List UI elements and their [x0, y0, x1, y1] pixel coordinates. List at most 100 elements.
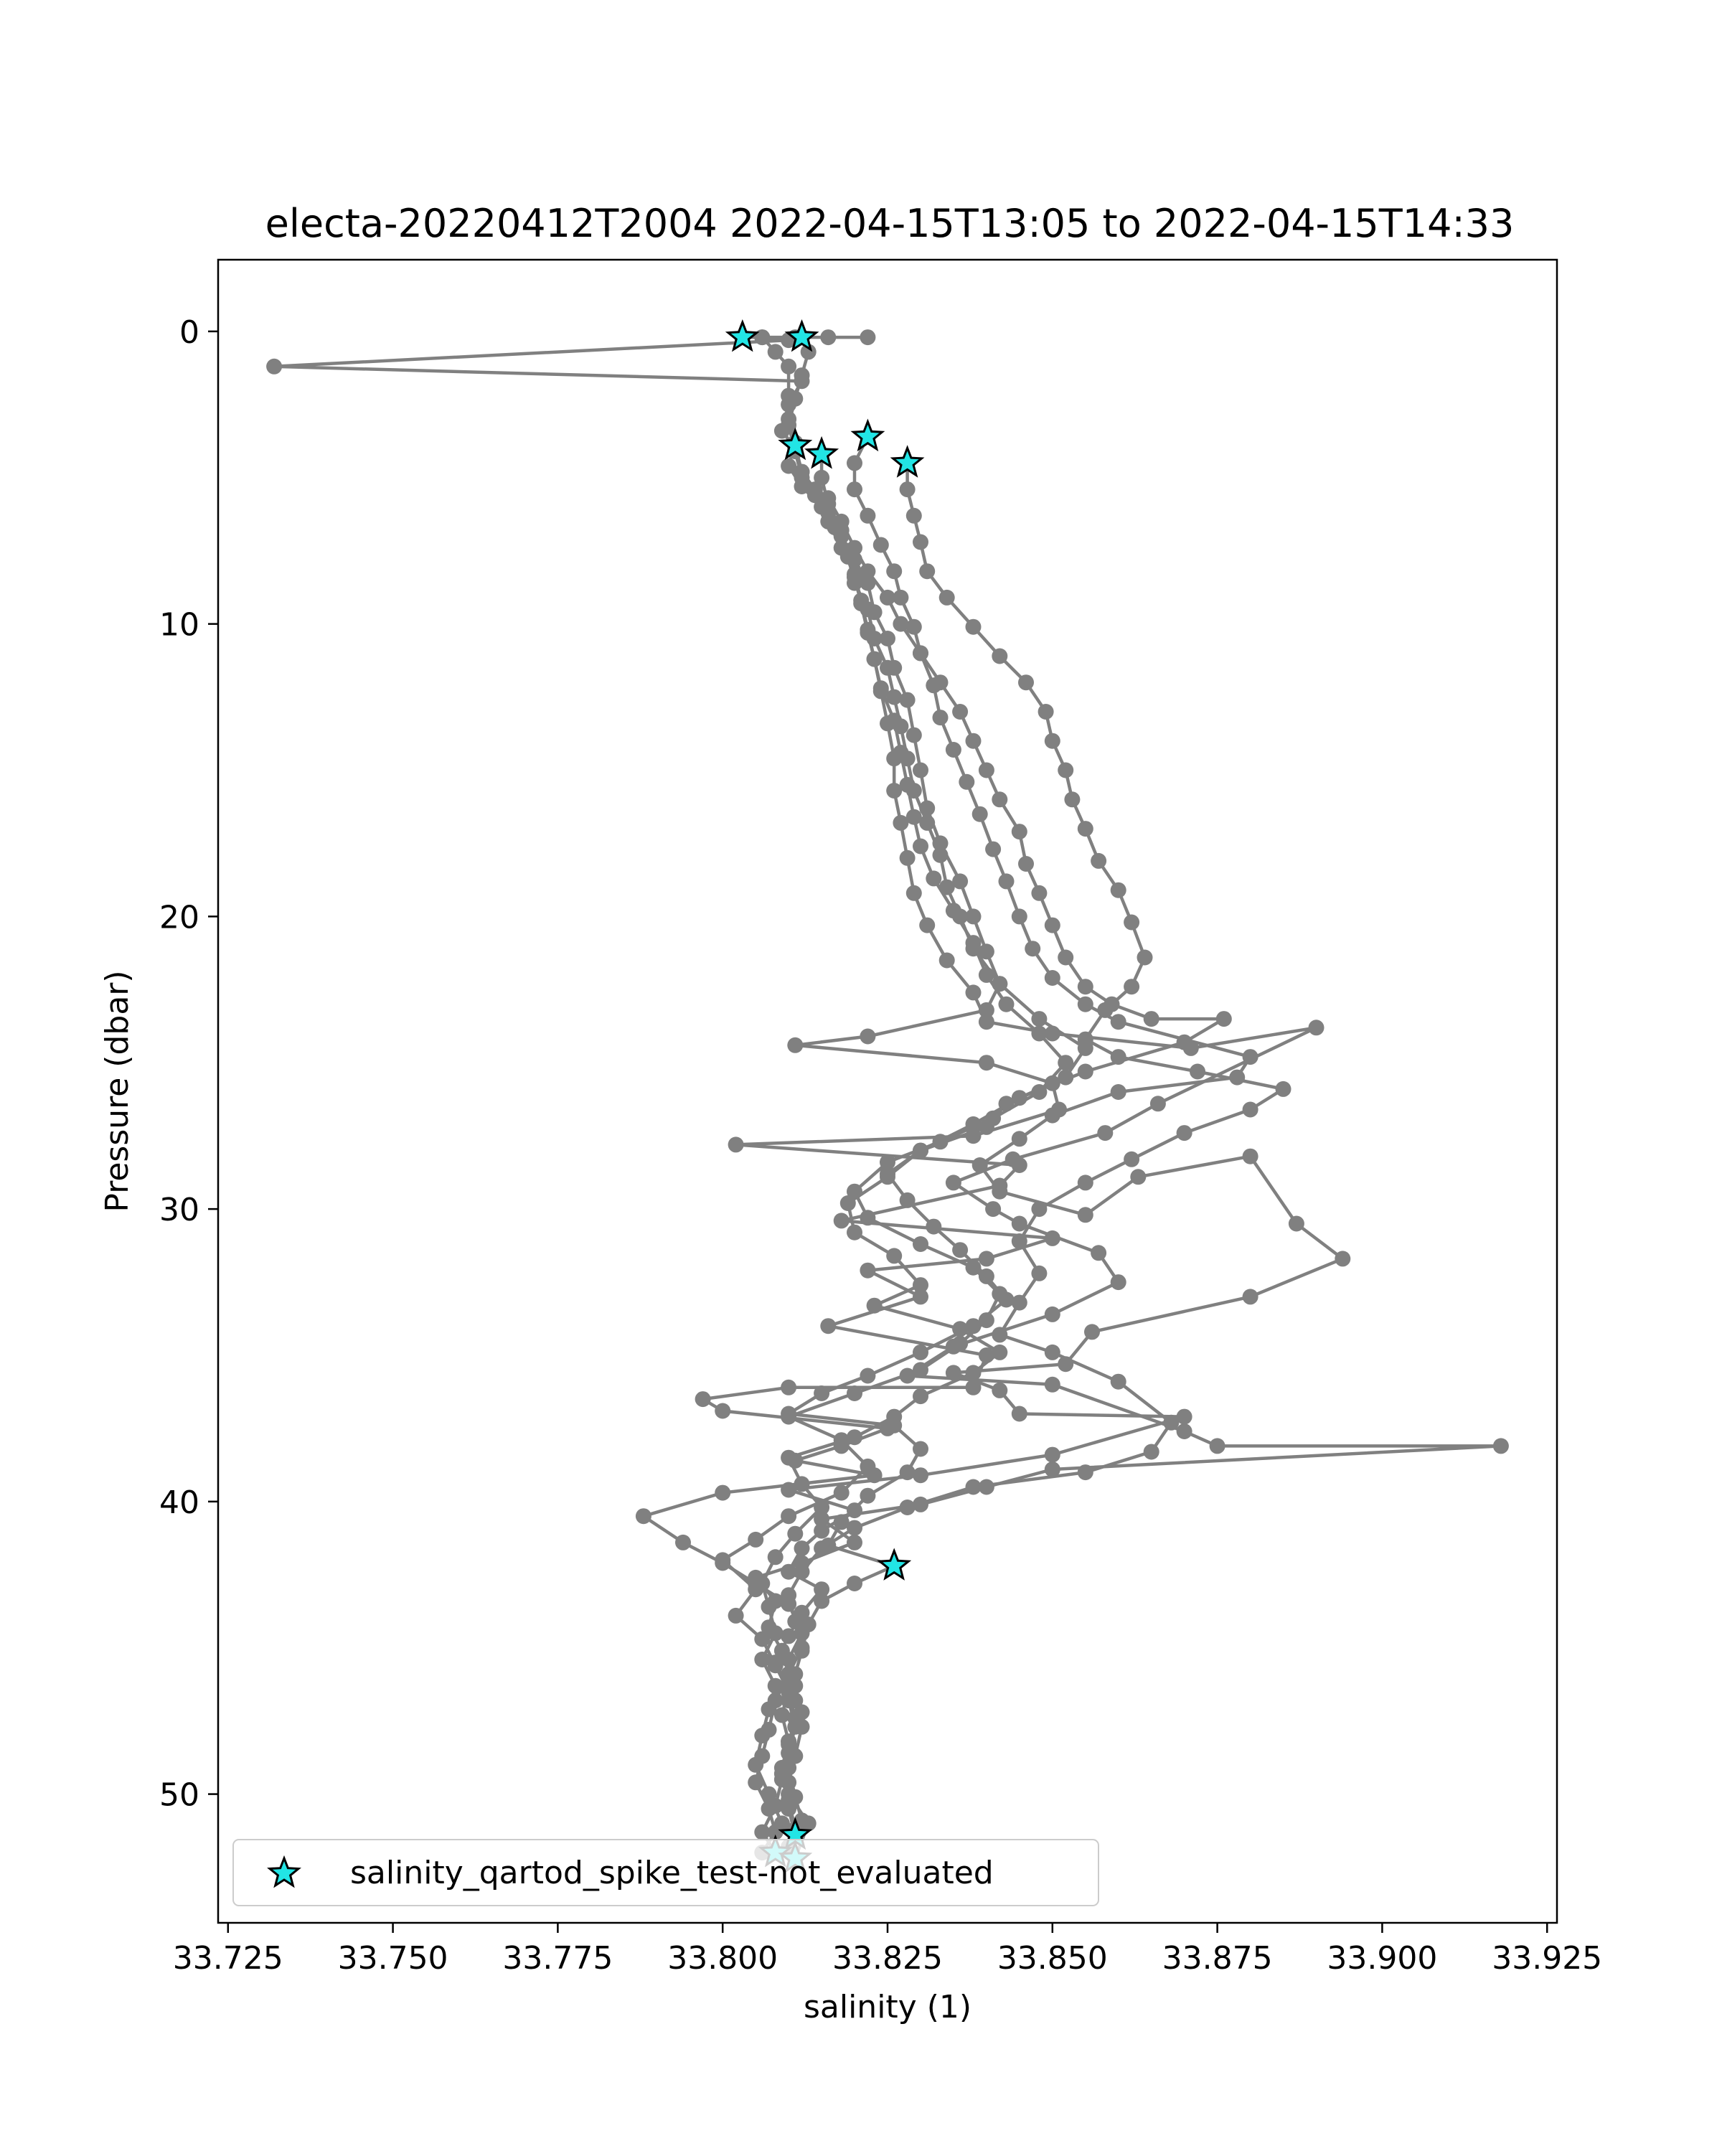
data-point [1242, 1101, 1258, 1118]
data-point [860, 1262, 876, 1279]
data-point [985, 1110, 1002, 1126]
data-point [1044, 1446, 1060, 1463]
data-point [761, 1599, 777, 1615]
data-point [814, 469, 830, 486]
data-point [1044, 1107, 1060, 1124]
data-point [880, 631, 895, 646]
data-point [761, 1786, 777, 1802]
data-point [905, 507, 922, 524]
data-point [992, 1382, 1008, 1398]
data-point [1190, 1063, 1205, 1080]
data-point [1084, 1324, 1100, 1340]
data-point [635, 1508, 651, 1525]
data-point [1091, 852, 1107, 869]
data-point [1110, 1014, 1126, 1030]
data-point [1077, 1174, 1093, 1191]
x-tick-label: 33.850 [997, 1940, 1108, 1977]
data-point [965, 1365, 982, 1381]
data-point [1110, 1373, 1126, 1390]
data-point [965, 935, 982, 951]
data-point [992, 1183, 1008, 1200]
data-point [847, 1520, 862, 1536]
data-point [781, 1408, 797, 1425]
profile-line [773, 335, 1345, 1860]
data-point [847, 1429, 862, 1446]
data-point [893, 616, 909, 632]
data-point [913, 1277, 928, 1294]
data-point [880, 589, 895, 606]
data-point [820, 1318, 837, 1334]
legend: salinity_qartod_spike_test-not_evaluated [232, 1839, 1099, 1906]
data-point [1058, 1069, 1074, 1086]
data-point [754, 1631, 771, 1647]
data-point [959, 773, 975, 790]
data-point [978, 1055, 994, 1071]
data-point [1044, 917, 1060, 933]
data-point [1209, 1438, 1225, 1454]
data-point [913, 1362, 928, 1378]
data-point [965, 1479, 982, 1495]
data-point [820, 329, 837, 346]
data-point [866, 1297, 883, 1314]
data-point [748, 1756, 764, 1773]
x-axis-ticks: 33.725 33.750 33.775 33.800 33.825 33.850 33.8… [173, 1923, 1602, 1977]
data-point [1176, 1423, 1192, 1439]
data-point [839, 1195, 856, 1211]
data-point [860, 1458, 876, 1474]
data-point [781, 417, 797, 433]
data-point [1011, 1233, 1027, 1249]
data-point [899, 1192, 916, 1208]
data-point [781, 1587, 797, 1604]
data-point [794, 367, 810, 384]
data-point [695, 1391, 711, 1408]
data-point [1215, 1011, 1232, 1027]
data-point [814, 1522, 830, 1539]
data-point [905, 809, 922, 825]
data-point [728, 1607, 744, 1624]
x-tick-label: 33.825 [832, 1940, 943, 1977]
data-point [781, 1628, 797, 1644]
y-tick-label: 50 [159, 1777, 199, 1814]
flag-star-marker [778, 427, 813, 461]
data-point [767, 1657, 784, 1674]
legend-label: salinity_qartod_spike_test-not_evaluated [350, 1855, 994, 1891]
flag-star-marker [725, 319, 760, 352]
data-point [938, 589, 955, 606]
data-point [773, 1766, 790, 1782]
data-point [886, 1408, 903, 1425]
x-tick-label: 33.750 [338, 1940, 448, 1977]
data-point [794, 1476, 810, 1492]
profile-line [753, 454, 1088, 1825]
data-point [1335, 1251, 1351, 1267]
data-point [1242, 1049, 1258, 1065]
data-point [794, 1642, 810, 1659]
data-point [1031, 1011, 1048, 1027]
data-point [767, 1677, 784, 1694]
data-point [965, 733, 982, 749]
data-point [893, 745, 909, 761]
data-point [715, 1403, 731, 1419]
flag-star-marker [890, 445, 925, 478]
data-point [1091, 1245, 1107, 1261]
profile-1 [266, 329, 1067, 1855]
data-point [1031, 1025, 1048, 1042]
data-point [913, 762, 928, 778]
data-point [1011, 1215, 1027, 1232]
data-point [899, 1464, 916, 1481]
data-point [1031, 1265, 1048, 1281]
data-point [1025, 941, 1041, 957]
data-point [978, 1479, 994, 1495]
data-point [847, 481, 862, 498]
profile-line [761, 436, 1226, 1854]
data-point [1097, 1125, 1114, 1141]
data-point [787, 1710, 804, 1726]
data-point [860, 329, 876, 346]
data-point [787, 1525, 804, 1542]
data-point [787, 1037, 804, 1053]
data-point [985, 841, 1002, 857]
data-point [978, 1268, 994, 1284]
data-point [1077, 1207, 1093, 1223]
data-point [814, 1511, 830, 1527]
data-point [860, 621, 876, 638]
